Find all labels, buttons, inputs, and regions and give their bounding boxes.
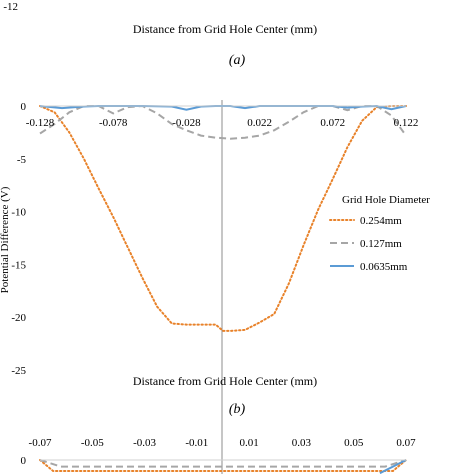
legend-label-0.127mm: 0.127mm	[360, 238, 402, 250]
top-y-tick: -12	[3, 1, 18, 13]
chart-b: 0 -5 -10 -15 -20 -25 -0.128 -0.078 -0.028 0.022 0…	[0, 100, 430, 474]
chart-c: -0.07 -0.05 -0.03 -0.01 0.01 0.03 0.05 0.07 0	[21, 437, 417, 474]
x-tick-label: -0.078	[99, 117, 128, 129]
top-x-axis-label: Distance from Grid Hole Center (mm)	[133, 22, 317, 36]
legend-title: Grid Hole Diameter	[342, 194, 430, 206]
legend-label-0.0635mm: 0.0635mm	[360, 261, 408, 273]
x-tick-label: 0.05	[344, 437, 364, 449]
panel-label-a: (a)	[229, 53, 246, 68]
x-tick-label: -0.05	[81, 437, 104, 449]
series-line-0.0635mm	[379, 459, 407, 474]
y-tick-label: -10	[11, 207, 26, 219]
series-line-0.127mm	[39, 104, 407, 140]
x-tick-label: 0.03	[292, 437, 312, 449]
x-tick-label: 0.122	[394, 117, 419, 129]
legend: Grid Hole Diameter 0.254mm 0.127mm 0.0635m…	[329, 194, 430, 273]
y-tick-label: -15	[11, 259, 26, 271]
series-line-0.254mm	[39, 105, 407, 332]
y-tick-label: 0	[21, 101, 27, 113]
x-tick-label: -0.01	[185, 437, 208, 449]
x-tick-label: -0.128	[26, 117, 55, 129]
y-tick-label: -25	[11, 365, 26, 377]
x-tick-label: 0.022	[247, 117, 272, 129]
series-group-b	[39, 104, 407, 332]
x-axis-label-b: Distance from Grid Hole Center (mm)	[133, 374, 317, 388]
legend-label-0.254mm: 0.254mm	[360, 215, 402, 227]
x-tick-label: 0.07	[396, 437, 416, 449]
series-line-0.127mm	[39, 459, 407, 468]
x-tick-label: 0.072	[320, 117, 345, 129]
series-line-0.254mm	[39, 459, 407, 472]
x-ticks-c: -0.07 -0.05 -0.03 -0.01 0.01 0.03 0.05 0.07	[29, 437, 417, 449]
y-tick-label: -20	[11, 312, 26, 324]
y-ticks-b: 0 -5 -10 -15 -20 -25	[11, 101, 26, 377]
legend-items: 0.254mm 0.127mm 0.0635mm	[329, 215, 408, 273]
y-ticks-c: 0	[21, 455, 27, 467]
x-ticks-b: -0.128 -0.078 -0.028 0.022 0.072 0.122	[26, 117, 419, 129]
x-tick-label: -0.028	[172, 117, 201, 129]
y-axis-label-b: Potential Difference (V)	[0, 186, 11, 293]
x-tick-label: -0.07	[29, 437, 52, 449]
y-tick-label: -5	[17, 154, 27, 166]
y-tick-label: 0	[21, 455, 27, 467]
x-tick-label: -0.03	[133, 437, 156, 449]
x-tick-label: 0.01	[240, 437, 259, 449]
series-line-0.0635mm	[39, 104, 407, 111]
panel-label-b: (b)	[229, 402, 246, 417]
series-group-c	[39, 459, 407, 474]
